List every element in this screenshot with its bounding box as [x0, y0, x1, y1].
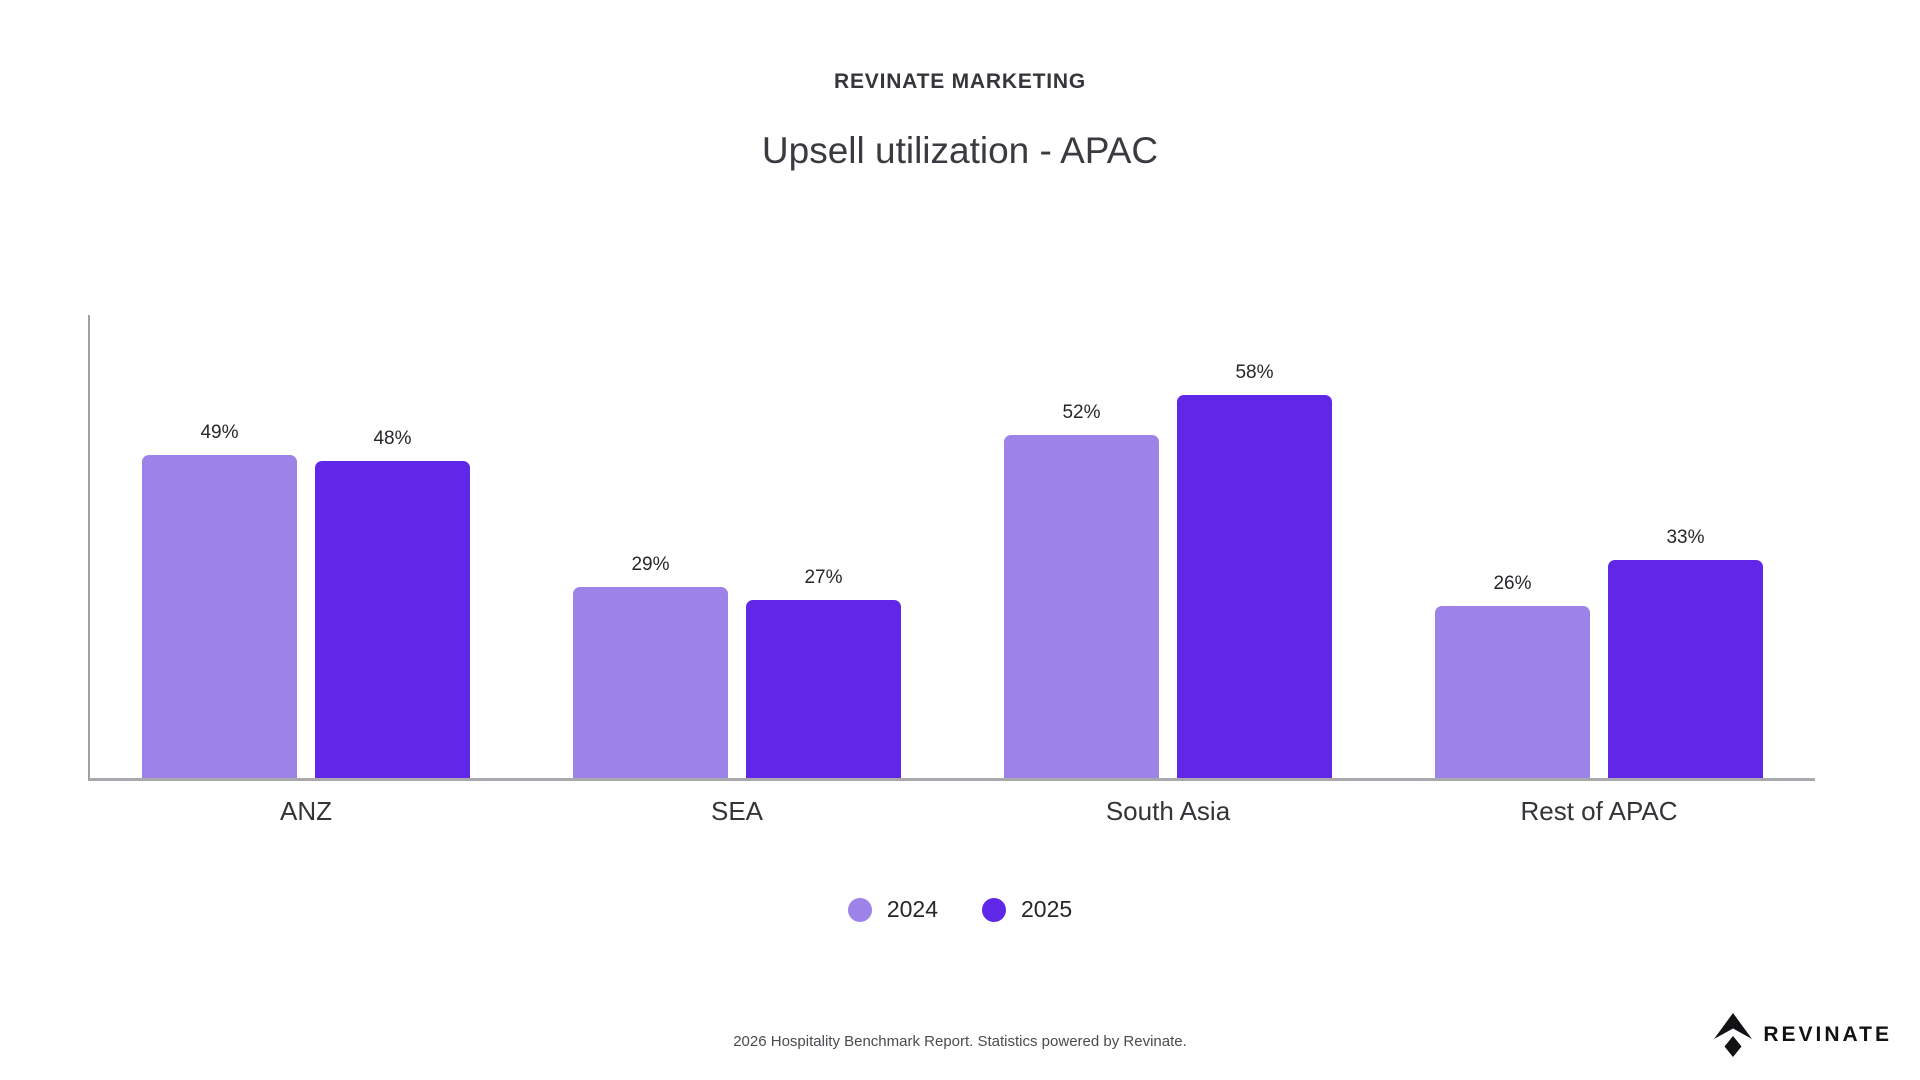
revinate-chevron-diamond-icon	[1714, 1013, 1753, 1057]
bar-value-label-2025-rest-of-apac: 33%	[1666, 527, 1705, 548]
bar-wrap-2024-sea: 29%	[573, 554, 728, 778]
bar-groups: 49% 48% 29% 27% 52% 58% 26% 33%	[90, 315, 1815, 778]
legend-dot-2025-icon	[982, 897, 1006, 922]
x-axis-label-anz: ANZ	[280, 796, 332, 826]
revinate-logo: REVINATE	[1714, 1013, 1892, 1057]
bar-value-label-2024-sea: 29%	[631, 554, 670, 575]
x-axis-label-sea: SEA	[710, 796, 764, 826]
bar-value-label-2025-sea: 27%	[804, 567, 843, 588]
legend-label-2024: 2024	[886, 896, 938, 922]
bar-value-label-2024-rest-of-apac: 26%	[1493, 573, 1532, 594]
bar-wrap-2025-south-asia: 58%	[1177, 362, 1332, 778]
footer-note: 2026 Hospitality Benchmark Report. Stati…	[733, 1033, 1187, 1050]
bar-2025-anz	[315, 461, 470, 778]
bar-2024-south-asia	[1004, 435, 1159, 778]
legend-dot-2024-icon	[847, 897, 872, 922]
legend-label-2025: 2025	[1021, 896, 1073, 922]
bar-group-rest-of-apac: 26% 33%	[1435, 527, 1763, 778]
bar-value-label-2024-anz: 49%	[200, 422, 239, 443]
bar-wrap-2024-anz: 49%	[142, 422, 297, 778]
bar-value-label-2025-south-asia: 58%	[1235, 362, 1274, 383]
x-axis-label-south-asia: South Asia	[1105, 796, 1231, 826]
bar-2024-anz	[142, 455, 297, 778]
bar-group-sea: 29% 27%	[573, 554, 901, 778]
bar-2024-sea	[573, 587, 728, 778]
bar-2024-rest-of-apac	[1435, 606, 1590, 778]
bar-chart-plot-area: 49% 48% 29% 27% 52% 58% 26% 33%	[88, 315, 1815, 781]
chart-legend: 2024 2025	[0, 896, 1920, 923]
bar-wrap-2024-south-asia: 52%	[1004, 402, 1159, 778]
bar-2025-south-asia	[1177, 395, 1332, 778]
bar-2025-rest-of-apac	[1608, 560, 1763, 778]
x-axis-label-rest-of-apac: Rest of APAC	[1520, 796, 1678, 826]
bar-value-label-2025-anz: 48%	[373, 428, 412, 449]
bar-group-south-asia: 52% 58%	[1004, 362, 1332, 778]
bar-wrap-2024-rest-of-apac: 26%	[1435, 573, 1590, 778]
bar-wrap-2025-anz: 48%	[315, 428, 470, 778]
chart-kicker: REVINATE MARKETING	[833, 70, 1086, 93]
bar-2025-sea	[746, 600, 901, 778]
revinate-logo-text: REVINATE	[1763, 1023, 1892, 1046]
legend-item-2024: 2024	[847, 896, 938, 923]
bar-wrap-2025-sea: 27%	[746, 567, 901, 778]
bar-group-anz: 49% 48%	[142, 422, 470, 778]
bar-wrap-2025-rest-of-apac: 33%	[1608, 527, 1763, 778]
legend-item-2025: 2025	[982, 896, 1072, 923]
chart-title: Upsell utilization - APAC	[761, 130, 1159, 171]
x-axis-labels: ANZ SEA South Asia Rest of APAC	[90, 796, 1815, 827]
bar-value-label-2024-south-asia: 52%	[1062, 402, 1101, 423]
